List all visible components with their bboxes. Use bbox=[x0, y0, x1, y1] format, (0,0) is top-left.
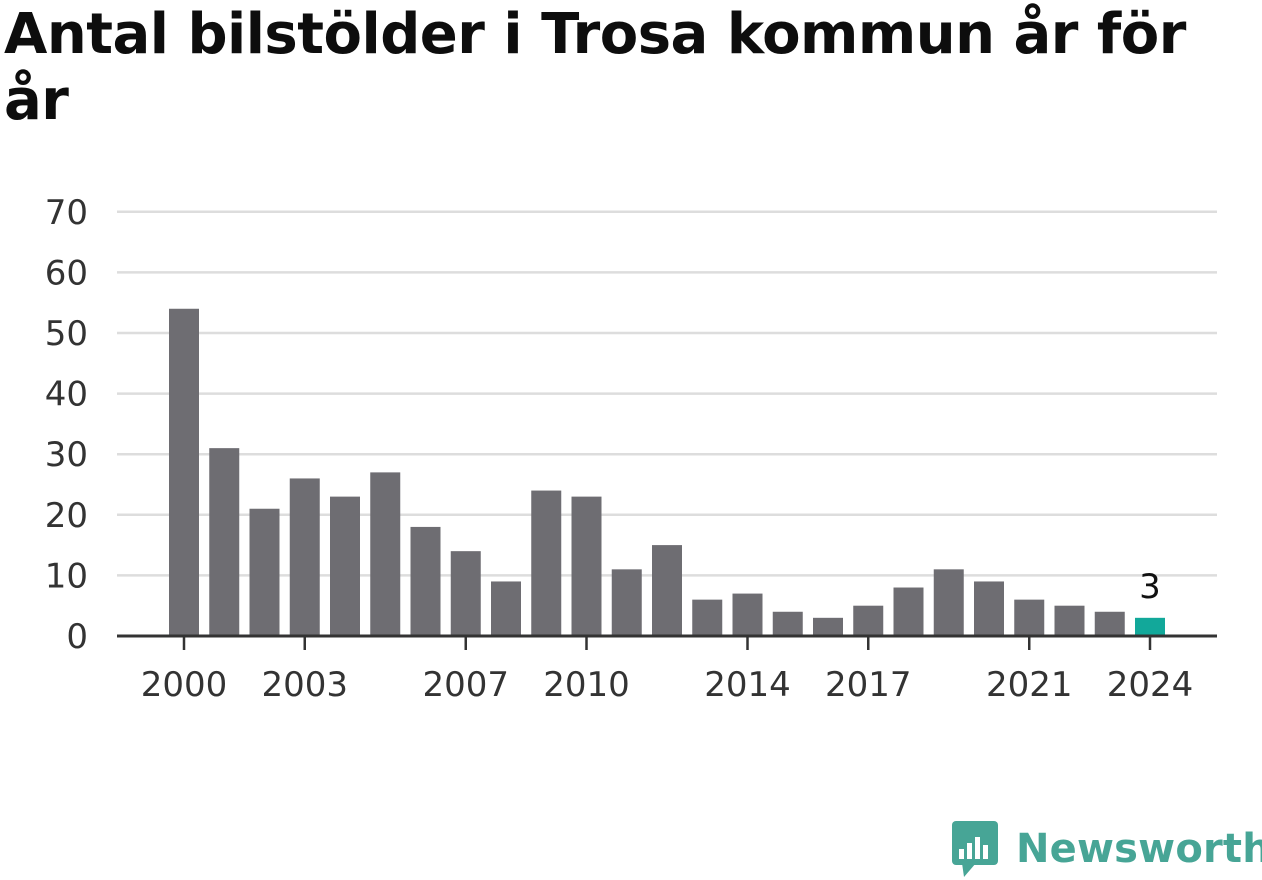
x-tick-label: 2024 bbox=[1107, 665, 1194, 705]
x-tick-label: 2000 bbox=[141, 665, 228, 705]
bar-2009 bbox=[531, 490, 562, 636]
bar-2008 bbox=[491, 581, 521, 636]
y-tick-label: 0 bbox=[66, 617, 88, 657]
bar-2016 bbox=[813, 617, 843, 636]
bar-2011 bbox=[611, 569, 642, 636]
bar-2012 bbox=[652, 545, 682, 636]
bar-2021 bbox=[1014, 599, 1045, 636]
bar-2000 bbox=[169, 308, 199, 636]
x-axis-tick-labels: 2000 2003 2007 2010 2014 2017 2021 2024 bbox=[141, 665, 1194, 705]
brand-name: Newsworthy bbox=[1016, 826, 1262, 872]
bar-chart-bubble-icon bbox=[952, 821, 998, 877]
bars bbox=[169, 308, 1165, 636]
data-label: 3 bbox=[1139, 567, 1161, 607]
bar-2022 bbox=[1054, 605, 1085, 636]
bar-2023 bbox=[1094, 611, 1125, 636]
x-tick-label: 2007 bbox=[422, 665, 509, 705]
data-labels: 3 bbox=[1139, 567, 1161, 607]
bar-2010 bbox=[571, 496, 602, 636]
bar-2017 bbox=[853, 605, 884, 636]
bar-2007 bbox=[450, 551, 481, 636]
bar-2019 bbox=[933, 569, 964, 636]
bar-2006 bbox=[410, 526, 441, 636]
bar-2020 bbox=[974, 581, 1004, 636]
bar-2003 bbox=[289, 478, 320, 636]
y-axis-tick-labels: 0 10 20 30 40 50 60 70 bbox=[45, 193, 88, 657]
bar-2013 bbox=[692, 599, 723, 636]
bar-2014 bbox=[732, 593, 763, 636]
bar-2024 bbox=[1135, 617, 1165, 636]
x-tick-label: 2021 bbox=[986, 665, 1073, 705]
x-tick-label: 2010 bbox=[543, 665, 630, 705]
bar-2004 bbox=[330, 496, 360, 636]
y-tick-label: 10 bbox=[45, 556, 88, 596]
x-tick-label: 2017 bbox=[825, 665, 912, 705]
y-tick-label: 50 bbox=[45, 314, 88, 354]
bar-2015 bbox=[772, 611, 803, 636]
bar-2002 bbox=[249, 508, 280, 636]
x-tick-label: 2014 bbox=[704, 665, 791, 705]
y-tick-label: 40 bbox=[45, 375, 88, 415]
y-tick-label: 20 bbox=[45, 496, 88, 536]
bar-2018 bbox=[893, 587, 924, 636]
newsworthy-brand: Newsworthy bbox=[950, 818, 1262, 880]
bar-2001 bbox=[209, 448, 240, 636]
y-tick-label: 60 bbox=[45, 253, 88, 293]
y-tick-label: 30 bbox=[45, 435, 88, 475]
x-axis bbox=[117, 634, 1217, 650]
x-tick-label: 2003 bbox=[261, 665, 348, 705]
chart-title: Antal bilstölder i Trosa kommun år för å… bbox=[4, 2, 1186, 133]
bar-2005 bbox=[370, 472, 401, 636]
grid-lines bbox=[117, 210, 1217, 577]
y-tick-label: 70 bbox=[45, 193, 88, 233]
